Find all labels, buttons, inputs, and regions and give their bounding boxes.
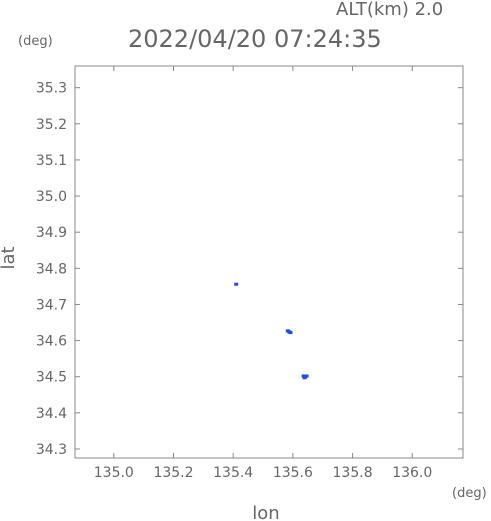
- y-tick-label: 35.3: [36, 81, 67, 97]
- plot-frame: [74, 65, 464, 459]
- x-tick-label: 135.6: [273, 465, 313, 481]
- y-tick-label: 35.0: [36, 189, 67, 205]
- x-tick-label: 135.8: [333, 465, 373, 481]
- chart-title: 2022/04/20 07:24:35: [128, 25, 382, 53]
- x-tick-label: 136.0: [392, 465, 432, 481]
- data-point: [302, 376, 307, 380]
- y-tick-label: 34.7: [36, 297, 67, 313]
- x-tick-label: 135.4: [213, 465, 253, 481]
- x-axis: 135.0 135.2 135.4 135.6 135.8 136.0: [94, 66, 432, 481]
- x-tick-label: 135.2: [153, 465, 193, 481]
- x-tick-label: 135.0: [94, 465, 134, 481]
- y-tick-label: 34.8: [36, 261, 67, 277]
- y-tick-label: 35.2: [36, 117, 67, 133]
- y-tick-label: 34.5: [36, 370, 67, 386]
- y-axis-label: lat: [0, 246, 19, 269]
- y-tick-label: 34.9: [36, 225, 67, 241]
- y-tick-label: 34.4: [36, 406, 67, 422]
- data-point: [288, 331, 293, 335]
- x-unit-label: (deg): [452, 486, 487, 501]
- data-points: [234, 282, 309, 380]
- data-point: [304, 374, 309, 378]
- y-axis: 34.3 34.4 34.5 34.6 34.7 34.8 34.9 35.0 35.1 35.2…: [36, 81, 463, 458]
- x-axis-label: lon: [252, 503, 279, 521]
- altitude-label: ALT(km) 2.0: [336, 0, 443, 20]
- y-unit-label: (deg): [18, 34, 53, 49]
- y-tick-label: 35.1: [36, 153, 67, 169]
- y-tick-label: 34.6: [36, 334, 67, 350]
- y-tick-label: 34.3: [36, 442, 67, 458]
- data-point: [234, 282, 239, 286]
